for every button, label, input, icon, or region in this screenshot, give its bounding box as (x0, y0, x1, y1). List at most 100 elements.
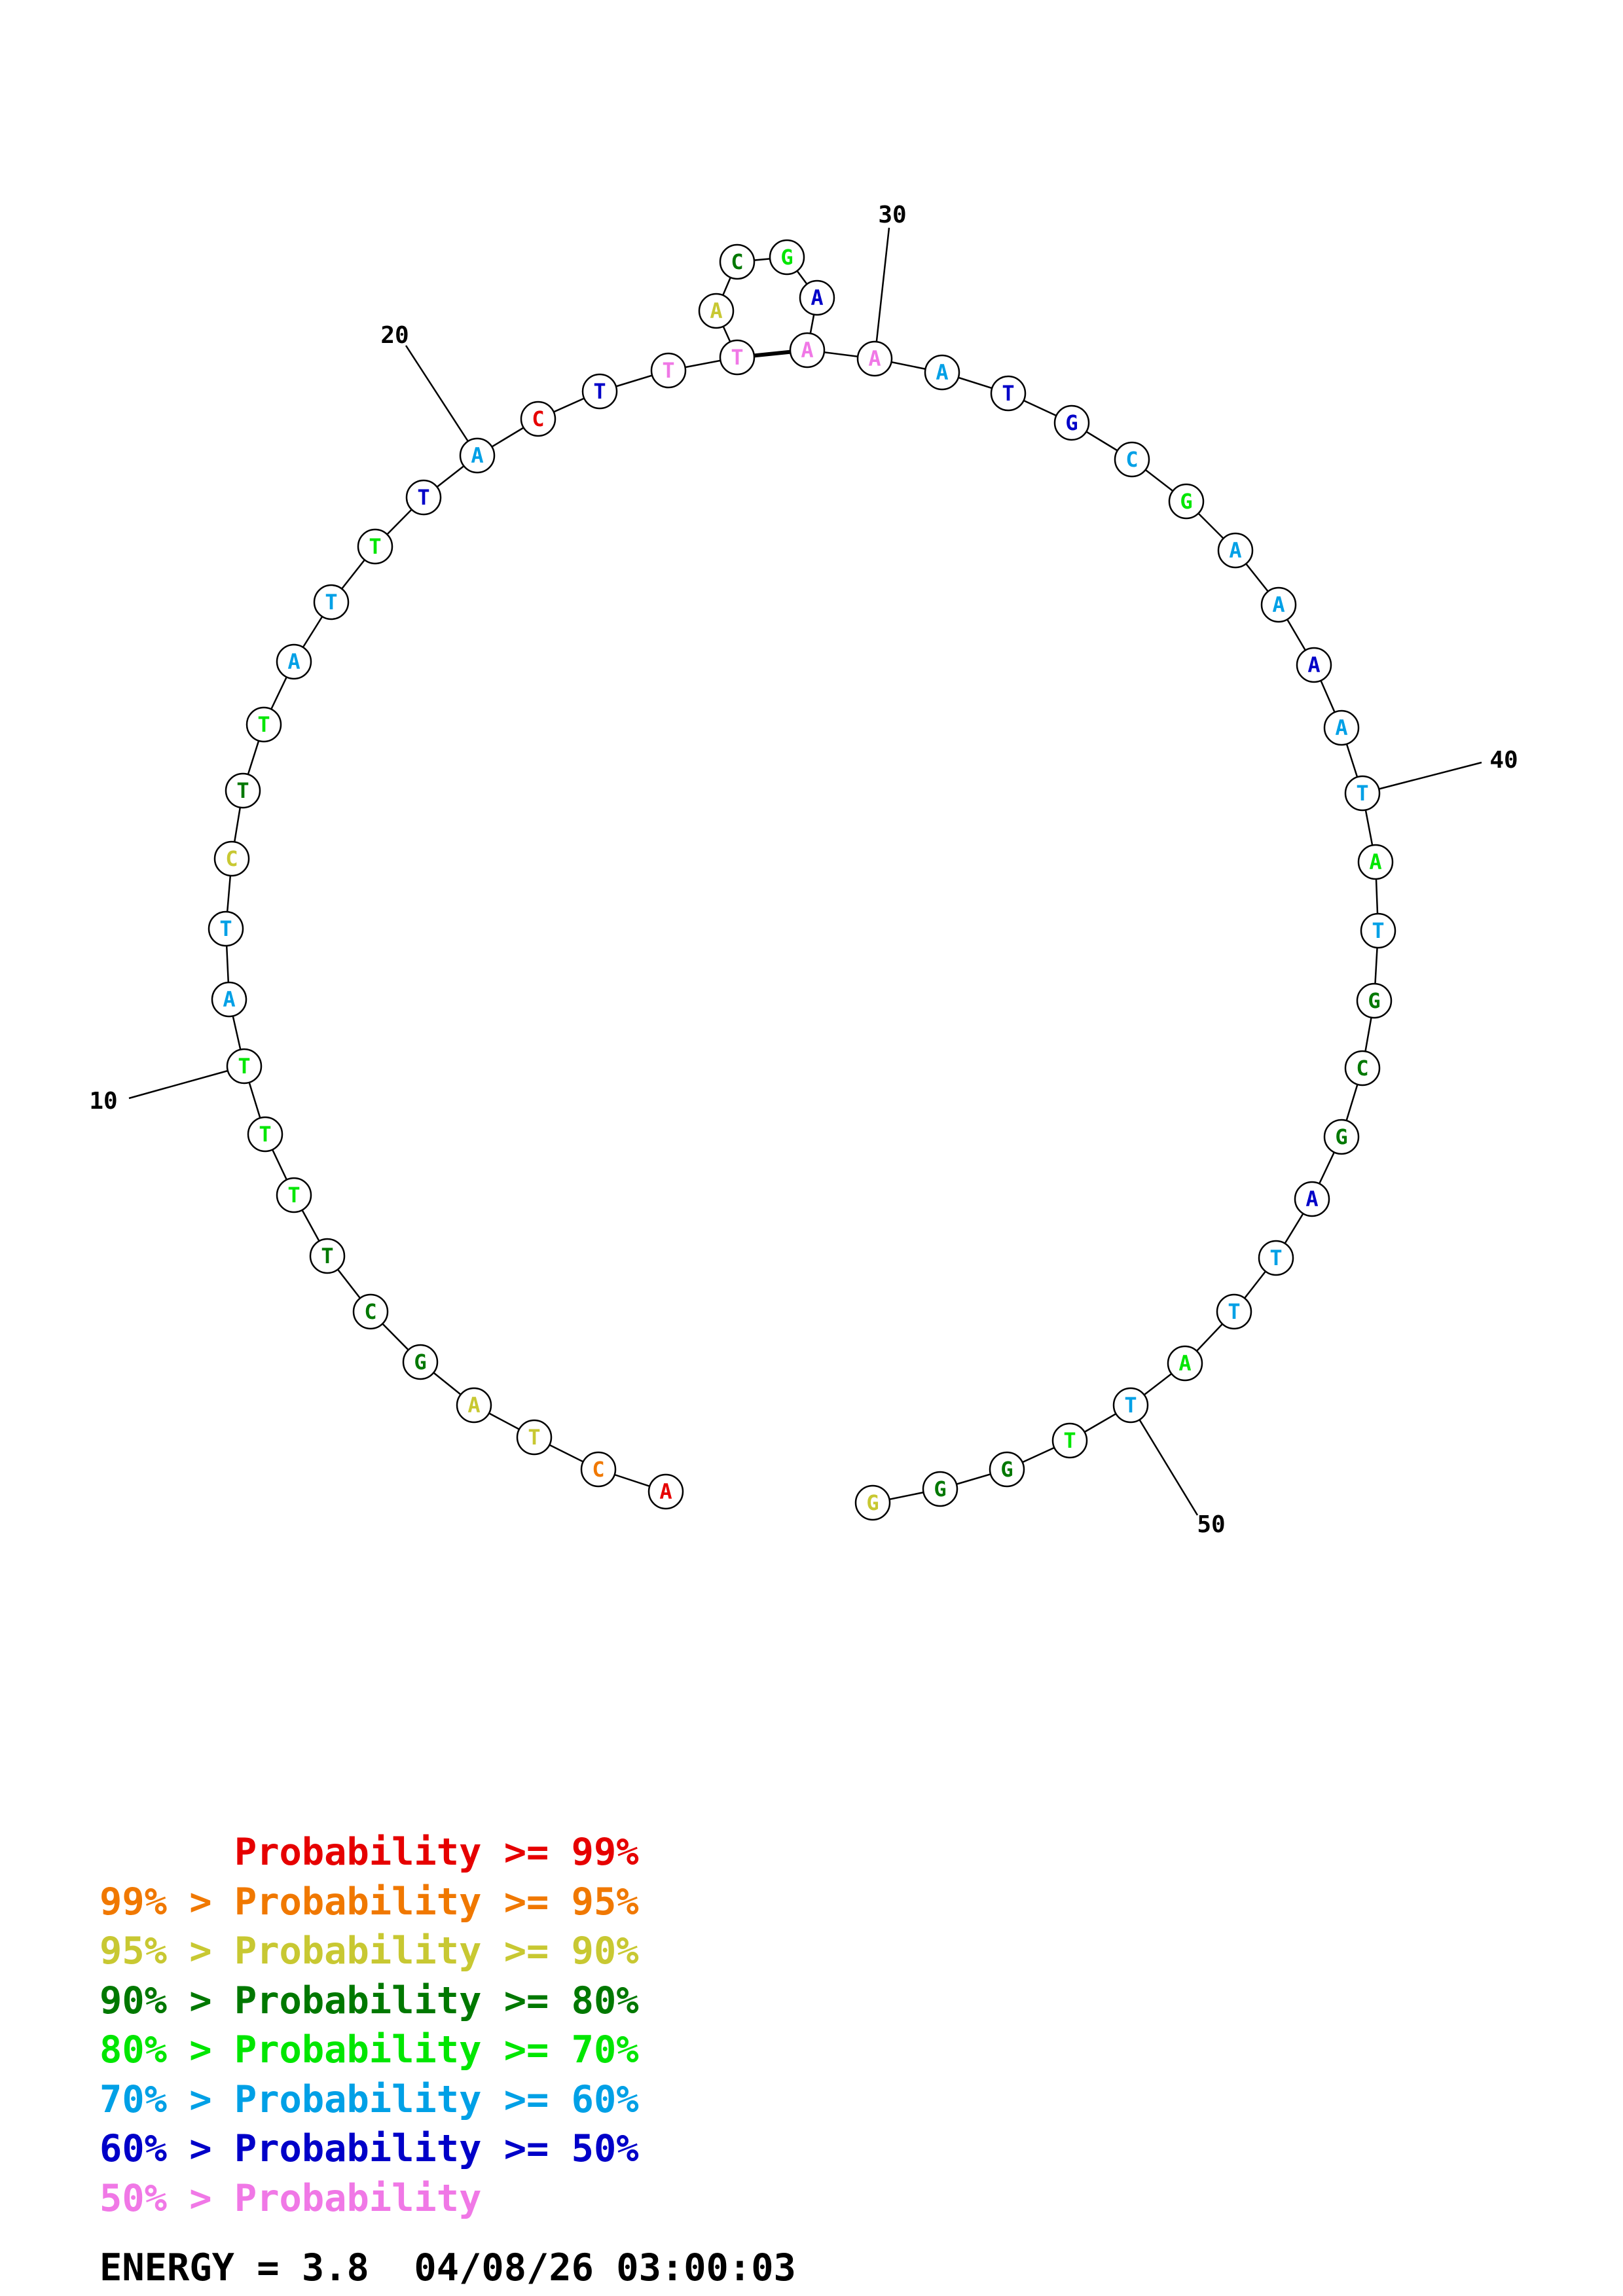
position-label: 30 (878, 202, 906, 228)
nucleotide-circle (208, 910, 244, 947)
nucleotide-base-label: A (811, 285, 823, 310)
nucleotide-52: G (989, 1451, 1025, 1488)
nucleotide-53: G (922, 1471, 958, 1507)
nucleotide-circle (1357, 844, 1394, 880)
nucleotide-base-label: A (1272, 592, 1285, 617)
legend-row: 70% > Probability >= 60% (100, 2077, 639, 2121)
nucleotide-base-label: A (801, 338, 813, 363)
legend-row: 99% > Probability >= 95% (100, 1880, 639, 1924)
nucleotide-2: C (580, 1451, 617, 1488)
nucleotide-12: T (208, 910, 244, 947)
nucleotide-base-label: T (1269, 1246, 1282, 1270)
nucleotide-base-label: A (1178, 1351, 1191, 1376)
nucleotide-circle (1053, 404, 1090, 441)
nucleotide-base-label: C (1125, 447, 1138, 472)
nucleotide-13: C (213, 840, 250, 877)
nucleotide-circle (1258, 1240, 1294, 1276)
nucleotide-base-label: G (1065, 410, 1078, 435)
nucleotide-45: G (1323, 1119, 1360, 1155)
nucleotide-circle (1323, 709, 1360, 746)
nucleotide-base-label: G (866, 1490, 879, 1515)
nucleotide-base-label: T (1228, 1299, 1240, 1324)
nucleotide-circle (459, 437, 496, 474)
nucleotide-base-label: T (257, 712, 270, 737)
nucleotide-17: T (313, 584, 350, 620)
nucleotide-38: A (1296, 647, 1332, 683)
nucleotide-base-label: T (528, 1425, 540, 1450)
nucleotide-base-label: A (467, 1393, 480, 1418)
nucleotide-24: T (719, 339, 756, 376)
nucleotide-36: A (1217, 532, 1254, 569)
nucleotide-40: T (1344, 775, 1381, 812)
nucleotide-circle (650, 352, 687, 389)
nucleotide-29: A (789, 332, 826, 368)
nucleotide-base-label: T (287, 1183, 300, 1208)
legend-row: 90% > Probability >= 80% (100, 1979, 639, 2022)
position-tick (873, 227, 890, 359)
nucleotide-base-label: G (1180, 489, 1192, 514)
nucleotide-base-label: A (936, 360, 948, 385)
nucleotide-base-label: T (325, 590, 337, 615)
nucleotide-circle (698, 293, 735, 329)
nucleotide-15: T (246, 706, 282, 743)
nucleotide-3: T (516, 1419, 553, 1456)
nucleotide-base-label: A (1369, 850, 1381, 874)
nucleotide-circle (1360, 912, 1396, 949)
position-label: 40 (1489, 747, 1518, 774)
nucleotide-base-label: A (287, 649, 300, 674)
nucleotide-circle (1217, 532, 1254, 569)
nucleotide-base-label: A (1307, 653, 1320, 677)
nucleotide-10: T (226, 1048, 263, 1085)
nucleotide-49: A (1167, 1345, 1203, 1382)
nucleotide-circle (581, 373, 618, 410)
position-tick (128, 1065, 245, 1100)
nucleotide-circle (922, 1471, 958, 1507)
nucleotide-33: G (1053, 404, 1090, 441)
nucleotide-7: T (309, 1238, 346, 1274)
nucleotide-43: G (1356, 982, 1393, 1019)
nucleotide-circle (456, 1387, 492, 1424)
nucleotide-base-label: G (934, 1477, 946, 1501)
nucleotide-circle (313, 584, 350, 620)
nucleotide-base-label: T (219, 916, 232, 941)
nucleotide-base-label: C (364, 1299, 376, 1324)
nucleotide-21: C (520, 401, 556, 437)
legend-row: 95% > Probability >= 90% (100, 1929, 639, 1973)
nucleotide-circle (990, 375, 1027, 412)
nucleotide-28: A (799, 279, 835, 316)
nucleotide-19: T (405, 479, 442, 516)
nucleotide-base-label: T (417, 485, 429, 510)
nucleotide-14: T (225, 772, 261, 809)
nucleotide-circle (1344, 1050, 1381, 1086)
nucleotide-44: C (1344, 1050, 1381, 1086)
nucleotide-circle (1294, 1181, 1330, 1217)
nucleotide-circle (769, 239, 805, 276)
nucleotide-circle (1112, 1387, 1149, 1424)
nucleotide-base-label: A (659, 1479, 672, 1504)
nucleotide-26: C (719, 243, 756, 280)
nucleotide-circle (719, 243, 756, 280)
nucleotide-base-label: T (236, 778, 249, 803)
nucleotide-base-label: A (471, 443, 483, 468)
nucleotide-base-label: A (1229, 538, 1241, 563)
nucleotide-18: T (357, 528, 393, 565)
nucleotide-circle (246, 706, 282, 743)
nucleotide-circle (799, 279, 835, 316)
nucleotide-circle (1168, 483, 1205, 520)
nucleotide-20: A (459, 437, 496, 474)
nucleotide-circle (1356, 982, 1393, 1019)
nucleotide-circle (647, 1473, 684, 1510)
nucleotide-circle (247, 1116, 283, 1153)
nucleotide-base-label: T (1372, 918, 1384, 943)
nucleotide-base-label: T (238, 1054, 250, 1079)
nucleotide-47: T (1258, 1240, 1294, 1276)
position-ticks: 10 20 30 40 50 (89, 202, 1518, 1538)
nucleotide-34: C (1114, 441, 1150, 478)
nucleotide-base-label: G (414, 1350, 426, 1374)
nucleotide-base-label: C (532, 406, 544, 431)
nucleotide-base-label: T (1002, 381, 1014, 406)
nucleotide-circle (580, 1451, 617, 1488)
position-label: 20 (380, 322, 409, 349)
